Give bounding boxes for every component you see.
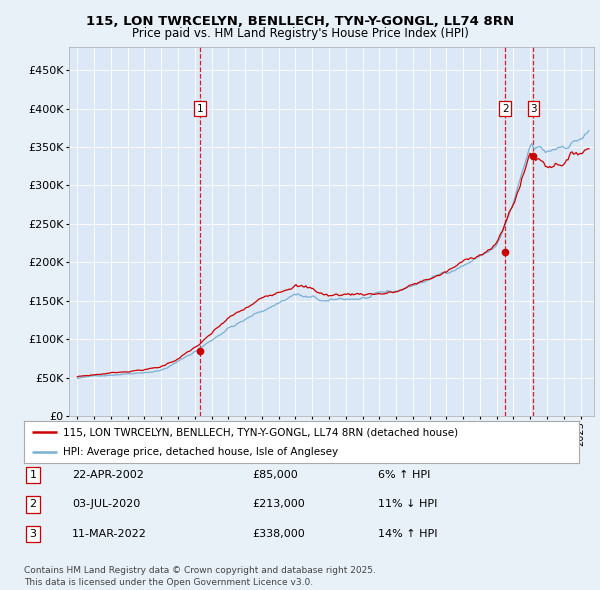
Text: 115, LON TWRCELYN, BENLLECH, TYN-Y-GONGL, LL74 8RN (detached house): 115, LON TWRCELYN, BENLLECH, TYN-Y-GONGL…: [63, 427, 458, 437]
Text: HPI: Average price, detached house, Isle of Anglesey: HPI: Average price, detached house, Isle…: [63, 447, 338, 457]
Text: 1: 1: [197, 104, 203, 114]
Text: Price paid vs. HM Land Registry's House Price Index (HPI): Price paid vs. HM Land Registry's House …: [131, 27, 469, 40]
Text: £85,000: £85,000: [252, 470, 298, 480]
Text: 6% ↑ HPI: 6% ↑ HPI: [378, 470, 430, 480]
Text: 03-JUL-2020: 03-JUL-2020: [72, 500, 140, 509]
Text: 1: 1: [29, 470, 37, 480]
Text: 14% ↑ HPI: 14% ↑ HPI: [378, 529, 437, 539]
Text: 2: 2: [29, 500, 37, 509]
Text: £213,000: £213,000: [252, 500, 305, 509]
Text: 3: 3: [29, 529, 37, 539]
Text: 115, LON TWRCELYN, BENLLECH, TYN-Y-GONGL, LL74 8RN: 115, LON TWRCELYN, BENLLECH, TYN-Y-GONGL…: [86, 15, 514, 28]
Text: £338,000: £338,000: [252, 529, 305, 539]
Text: Contains HM Land Registry data © Crown copyright and database right 2025.
This d: Contains HM Land Registry data © Crown c…: [24, 566, 376, 587]
Text: 22-APR-2002: 22-APR-2002: [72, 470, 144, 480]
Text: 11-MAR-2022: 11-MAR-2022: [72, 529, 147, 539]
Text: 3: 3: [530, 104, 537, 114]
Text: 2: 2: [502, 104, 509, 114]
Text: 11% ↓ HPI: 11% ↓ HPI: [378, 500, 437, 509]
